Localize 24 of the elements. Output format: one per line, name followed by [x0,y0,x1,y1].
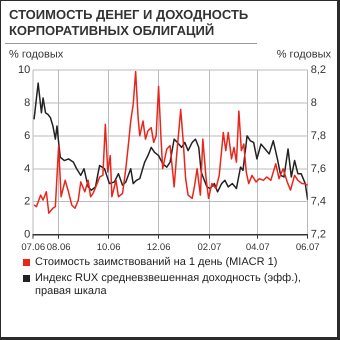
y2-tick-label: 8 [310,96,317,109]
x-tick-label: 06.07 [296,242,320,253]
y2-tick-label: 7,2 [310,228,326,241]
x-tick-label: 08.06 [46,242,71,253]
y2-tick-label: 7,4 [310,196,326,208]
y-axis-title: % годовых [9,48,64,61]
y-tick-label: 8 [24,96,30,109]
y2-tick-label: 7,8 [310,130,326,142]
x-tick-label: 12.06 [146,242,170,253]
y-tick-label: 4 [24,162,30,175]
x-tick-label: 07.06 [21,242,46,253]
y-tick-label: 6 [24,130,30,142]
x-tick-label: 04.07 [246,242,270,253]
y2-axis-title: % годовых [276,48,332,61]
legend-label: Индекс RUX средневзвешенная доходность (эфф.), правая шкала [35,272,302,298]
x-tick-label: 10.06 [96,242,121,253]
y-tick-label: 10 [18,64,30,76]
y-tick-label: 0 [24,228,30,241]
y2-tick-label: 7,6 [310,162,326,175]
y-tick-label: 2 [24,196,30,208]
x-tick-label: 02.07 [198,242,222,253]
legend-label: Стоимость заимствований на 1 день (MIACR 1) [35,256,278,269]
chart-title: СТОИМОСТЬ ДЕНЕГ И ДОХОДНОСТЬ КОРПОРАТИВНЫХ ОБЛИГАЦИЙ [5,1,257,44]
y2-tick-label: 8,2 [310,64,326,76]
